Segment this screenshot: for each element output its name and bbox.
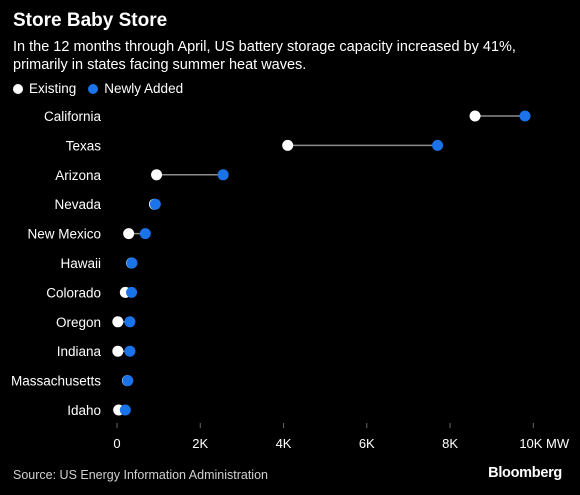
x-tick-label: 0	[113, 436, 120, 451]
chart-title: Store Baby Store	[13, 10, 168, 31]
x-tick-label: 4K	[276, 436, 292, 451]
point-newly-added	[519, 110, 531, 122]
category-label: Indiana	[57, 344, 102, 359]
point-newly-added	[149, 198, 161, 210]
point-newly-added	[119, 404, 131, 416]
legend: Existing Newly Added	[13, 81, 195, 96]
point-existing	[112, 316, 124, 328]
x-tick-label: 8K	[442, 436, 458, 451]
point-newly-added	[139, 228, 151, 240]
legend-label-existing: Existing	[29, 81, 77, 96]
category-label: California	[44, 109, 102, 124]
point-existing	[112, 345, 124, 357]
point-newly-added	[126, 257, 138, 269]
category-label: Nevada	[54, 197, 101, 212]
point-newly-added	[124, 345, 136, 357]
legend-marker-new	[88, 83, 99, 94]
point-newly-added	[124, 316, 136, 328]
x-tick-label: 6K	[359, 436, 375, 451]
category-label: Colorado	[46, 285, 101, 300]
x-tick-label: 2K	[192, 436, 208, 451]
category-label: Arizona	[55, 168, 101, 183]
legend-marker-existing	[13, 83, 23, 94]
point-existing	[469, 110, 481, 122]
category-label: Oregon	[56, 315, 101, 330]
legend-item-existing: Existing	[13, 81, 76, 96]
category-label: Hawaii	[60, 256, 101, 271]
category-label: New Mexico	[27, 227, 101, 242]
category-label: Texas	[66, 138, 102, 153]
x-tick-label: 10K MW	[519, 436, 570, 451]
category-label: Idaho	[67, 403, 101, 418]
legend-item-new: Newly Added	[88, 81, 183, 96]
point-existing	[123, 228, 135, 240]
chart-subtitle: In the 12 months through April, US batte…	[13, 39, 516, 73]
source-note: Source: US Energy Information Administra…	[13, 468, 268, 482]
point-existing	[151, 169, 163, 181]
point-existing	[282, 139, 294, 151]
point-newly-added	[122, 375, 134, 387]
brand-logo: Bloomberg	[488, 465, 562, 481]
legend-label-new: Newly Added	[104, 81, 184, 96]
point-newly-added	[432, 139, 444, 151]
point-newly-added	[217, 169, 229, 181]
point-newly-added	[126, 286, 138, 298]
category-label: Massachusetts	[11, 374, 101, 389]
